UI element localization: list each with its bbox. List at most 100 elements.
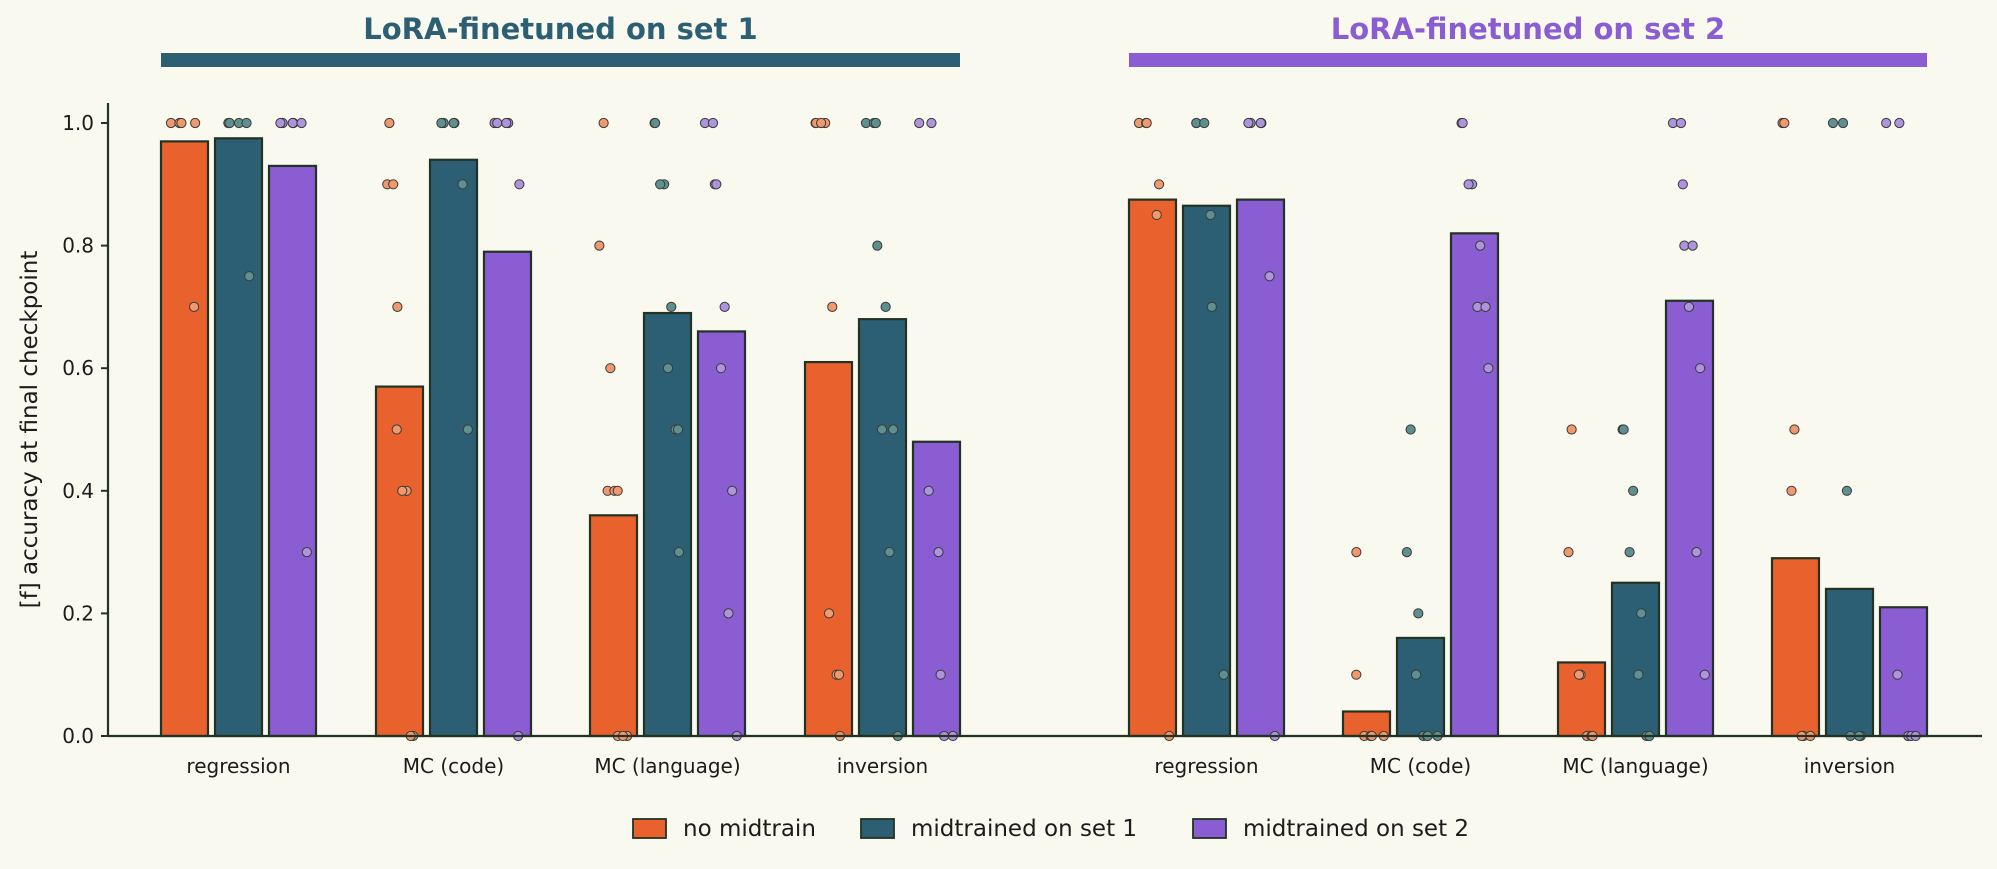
data-point	[727, 485, 738, 496]
panel-title-bar	[1129, 53, 1927, 67]
y-axis-label: [f] accuracy at final checkpoint	[17, 251, 43, 609]
bar	[911, 440, 962, 738]
bar	[482, 250, 533, 738]
data-point	[923, 485, 934, 496]
data-point	[1624, 547, 1635, 558]
data-point	[1687, 240, 1698, 251]
data-point	[1841, 485, 1852, 496]
data-point	[876, 424, 888, 435]
data-point	[1206, 301, 1217, 312]
bar	[1181, 204, 1232, 738]
data-point	[1457, 117, 1468, 129]
data-point	[594, 240, 605, 251]
data-point	[1351, 669, 1362, 680]
data-point	[1483, 363, 1494, 374]
data-point	[1264, 271, 1275, 282]
data-point	[1789, 424, 1800, 435]
data-point	[1618, 424, 1629, 435]
bar	[642, 311, 693, 738]
data-point	[1683, 301, 1695, 312]
legend-label: no midtrain	[683, 816, 816, 842]
data-point	[666, 301, 677, 312]
axes: regression MC (code) MC (language) inversio…	[17, 103, 1982, 778]
y-tick-label: 0.8	[62, 234, 94, 258]
data-point	[492, 117, 503, 129]
x-tick-label: regression	[1154, 754, 1258, 778]
bar	[1878, 606, 1929, 738]
data-point	[935, 669, 946, 680]
data-point	[1205, 209, 1216, 221]
data-point	[655, 179, 666, 190]
bar	[374, 385, 425, 738]
y-tick-label: 0.2	[62, 601, 94, 625]
panel-title-bar	[161, 53, 960, 67]
bar	[159, 140, 210, 738]
legend-swatch	[1192, 818, 1227, 839]
data-point	[823, 608, 835, 619]
legend-label: midtrained on set 1	[911, 816, 1137, 842]
data-point	[1837, 117, 1849, 129]
data-point	[816, 117, 827, 129]
data-point	[397, 485, 408, 496]
x-tick-label: MC (language)	[1562, 754, 1708, 778]
data-point	[914, 117, 925, 129]
data-point	[392, 301, 403, 312]
data-point	[1413, 608, 1424, 619]
data-point	[1679, 240, 1690, 251]
data-point	[715, 363, 727, 374]
data-point	[1475, 240, 1486, 251]
data-point	[514, 179, 525, 190]
data-point	[926, 117, 937, 129]
data-point	[1786, 485, 1797, 496]
data-point	[1894, 117, 1905, 129]
bars	[159, 137, 1929, 738]
data-point	[650, 117, 661, 129]
data-point	[176, 117, 187, 129]
data-point	[711, 179, 722, 190]
data-point	[1881, 117, 1892, 129]
data-point	[241, 117, 252, 129]
data-point	[224, 117, 235, 129]
bar	[1127, 198, 1178, 738]
data-point	[707, 117, 719, 129]
data-point	[1151, 209, 1162, 221]
data-point	[1563, 547, 1574, 558]
data-point	[462, 424, 473, 435]
y-tick-label: 0.0	[62, 724, 94, 748]
data-point	[723, 608, 734, 619]
data-point	[1699, 669, 1710, 680]
x-tick-label: inversion	[837, 754, 928, 778]
data-point	[244, 271, 255, 282]
data-point	[1153, 179, 1165, 190]
data-point	[287, 117, 298, 129]
data-point	[301, 547, 312, 558]
data-point	[1573, 669, 1585, 680]
data-point	[1243, 117, 1254, 129]
bar	[428, 158, 479, 738]
data-point	[296, 117, 307, 129]
data-point	[188, 301, 200, 312]
x-tick-label: MC (language)	[594, 754, 740, 778]
bar	[1449, 232, 1500, 738]
data-point	[1141, 117, 1152, 129]
data-point	[1410, 669, 1422, 680]
data-point	[612, 485, 623, 496]
data-point	[884, 547, 895, 558]
data-point	[1636, 608, 1647, 619]
bar	[1824, 587, 1875, 738]
data-point	[880, 301, 891, 312]
data-point	[1199, 117, 1210, 129]
data-point	[833, 669, 845, 680]
data-point	[391, 424, 402, 435]
data-point	[1695, 363, 1706, 374]
data-point	[1218, 669, 1229, 680]
y-tick-label: 0.6	[62, 356, 94, 380]
data-point	[165, 117, 177, 129]
data-point	[190, 117, 201, 129]
data-point	[1675, 117, 1687, 129]
data-point	[598, 117, 609, 129]
data-point	[1405, 424, 1416, 435]
data-point	[827, 301, 838, 312]
data-point	[501, 117, 512, 129]
